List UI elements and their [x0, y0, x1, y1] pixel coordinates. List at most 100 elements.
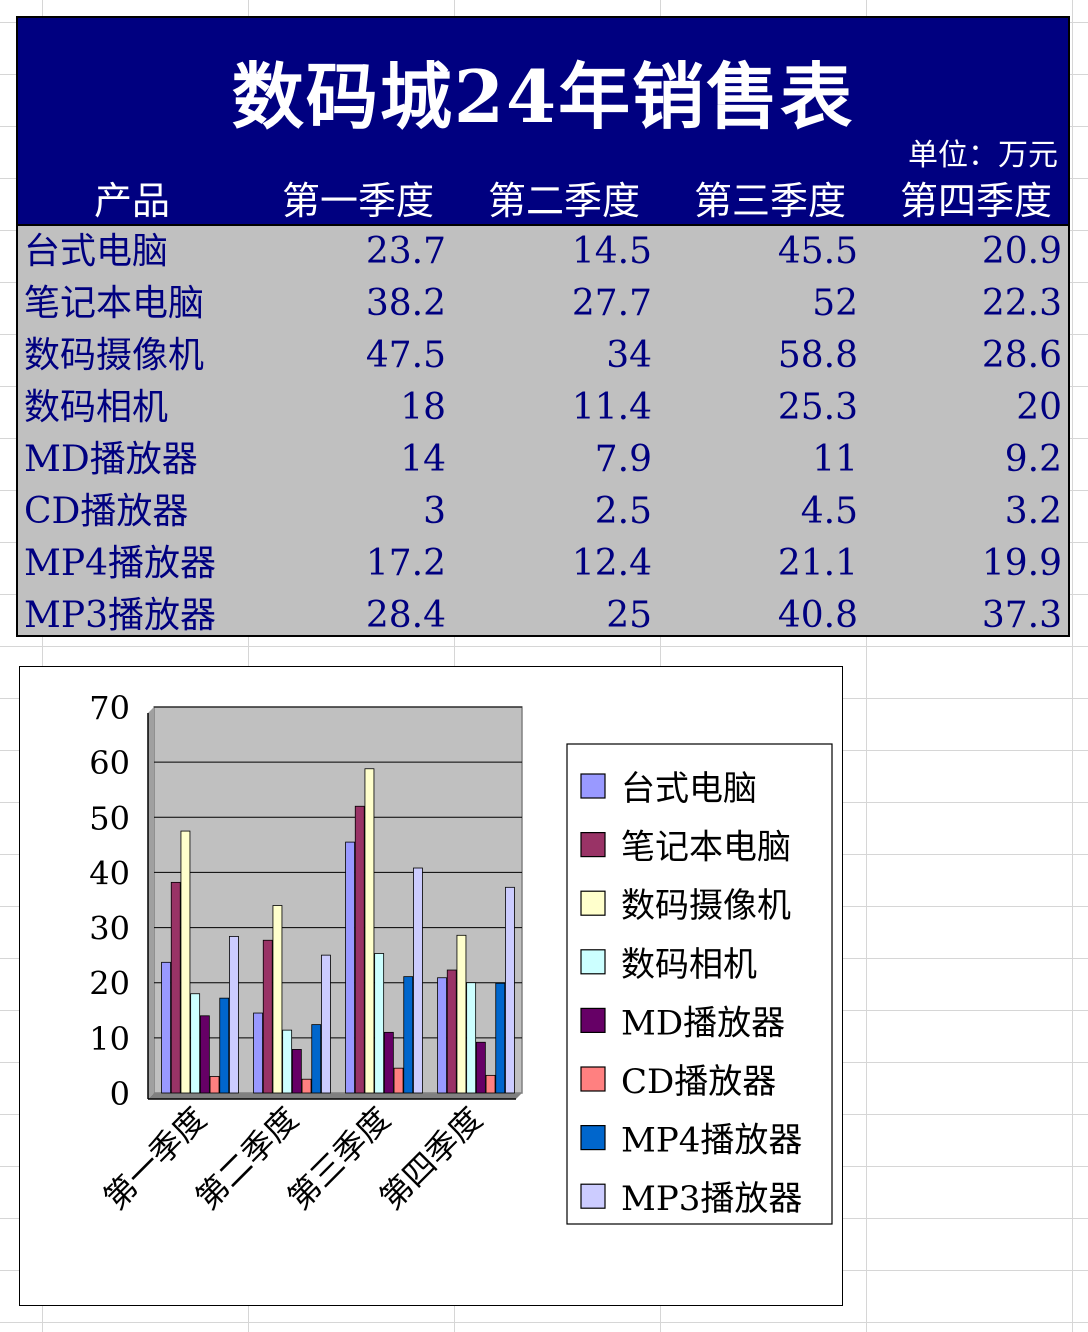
value-cell[interactable]: 25.3	[777, 387, 858, 428]
legend-label: 台式电脑	[621, 769, 757, 809]
value-cell[interactable]: 20.9	[981, 231, 1062, 272]
product-cell[interactable]: 台式电脑	[24, 231, 169, 272]
y-tick-label: 50	[89, 799, 130, 837]
value-cell[interactable]: 34	[606, 335, 652, 376]
table-row: MD播放器 14 7.9 11 9.2	[18, 434, 1068, 486]
product-cell[interactable]: 数码摄像机	[24, 335, 205, 376]
value-cell[interactable]: 9.2	[1004, 439, 1062, 480]
product-cell[interactable]: MP4播放器	[24, 543, 216, 584]
legend-label: MD播放器	[621, 1003, 785, 1043]
value-cell[interactable]: 19.9	[981, 543, 1062, 584]
value-cell[interactable]: 17.2	[365, 543, 446, 584]
sales-table: 数码城24年销售表 单位：万元 产品 第一季度 第二季度 第三季度 第四季度 台…	[16, 16, 1070, 637]
y-tick-label: 0	[110, 1075, 130, 1113]
bar	[291, 1049, 302, 1094]
value-cell[interactable]: 7.9	[594, 439, 652, 480]
value-cell[interactable]: 21.1	[777, 543, 858, 584]
y-tick-label: 20	[89, 965, 130, 1003]
value-cell[interactable]: 45.5	[777, 231, 858, 272]
value-cell[interactable]: 37.3	[981, 595, 1062, 636]
value-cell[interactable]: 38.2	[365, 283, 446, 324]
value-cell[interactable]: 23.7	[365, 231, 446, 272]
table-row: MP4播放器 17.2 12.4 21.1 19.9	[18, 538, 1068, 590]
value-cell[interactable]: 3.2	[1004, 491, 1062, 532]
y-tick-label: 40	[89, 854, 130, 892]
table-row: 数码摄像机 47.5 34 58.8 28.6	[18, 330, 1068, 382]
value-cell[interactable]: 22.3	[981, 283, 1062, 324]
header-q1[interactable]: 第一季度	[282, 179, 435, 223]
y-tick-label: 10	[89, 1020, 130, 1058]
value-cell[interactable]: 12.4	[571, 543, 652, 584]
legend-label: 数码相机	[621, 945, 757, 985]
table-header: 数码城24年销售表 单位：万元 产品 第一季度 第二季度 第三季度 第四季度	[18, 18, 1068, 224]
bar	[190, 993, 201, 1094]
legend-swatch	[580, 832, 606, 858]
table-row: 数码相机 18 11.4 25.3 20	[18, 382, 1068, 434]
x-tick-label: 第二季度	[188, 1100, 305, 1217]
bar	[219, 997, 230, 1094]
value-cell[interactable]: 28.4	[365, 595, 446, 636]
bar	[282, 1029, 293, 1094]
value-cell[interactable]: 14	[400, 439, 446, 480]
bar	[446, 969, 457, 1094]
value-cell[interactable]: 47.5	[365, 335, 446, 376]
bar	[485, 1074, 496, 1094]
value-cell[interactable]: 20	[1016, 387, 1062, 428]
value-cell[interactable]: 2.5	[594, 491, 652, 532]
value-cell[interactable]: 40.8	[777, 595, 858, 636]
product-cell[interactable]: 数码相机	[24, 387, 169, 428]
bar	[253, 1012, 263, 1094]
product-cell[interactable]: MD播放器	[24, 439, 198, 480]
legend-swatch	[580, 773, 606, 799]
value-cell[interactable]: 52	[812, 283, 858, 324]
value-cell[interactable]: 3	[423, 491, 446, 532]
product-cell[interactable]: MP3播放器	[24, 595, 216, 636]
bar	[170, 881, 181, 1094]
value-cell[interactable]: 11.4	[571, 387, 652, 428]
bar	[393, 1067, 404, 1094]
bar	[456, 934, 467, 1094]
product-cell[interactable]: CD播放器	[24, 491, 189, 532]
plot-floor	[148, 1093, 522, 1099]
chart-area[interactable]: 0 10 20 30 40 50 60 70 第一季度 第二季度 第三季度 第四季度 台式电脑 笔记本…	[19, 666, 843, 1306]
value-cell[interactable]: 14.5	[571, 231, 652, 272]
x-tick-label: 第一季度	[96, 1100, 213, 1217]
legend-label: 数码摄像机	[621, 886, 791, 926]
x-tick-label: 第三季度	[280, 1100, 397, 1217]
table-title[interactable]: 数码城24年销售表	[231, 54, 855, 139]
bar	[199, 1015, 210, 1094]
unit-label[interactable]: 单位：万元	[908, 138, 1058, 173]
y-axis: 0 10 20 30 40 50 60 70	[89, 689, 149, 1113]
header-q4[interactable]: 第四季度	[900, 179, 1053, 223]
header-q2[interactable]: 第二季度	[488, 179, 641, 223]
header-product[interactable]: 产品	[94, 179, 171, 223]
value-cell[interactable]: 25	[606, 595, 652, 636]
legend-swatch	[580, 1066, 606, 1092]
value-cell[interactable]: 58.8	[777, 335, 858, 376]
bar	[475, 1041, 486, 1094]
bar	[311, 1024, 322, 1094]
legend-label: CD播放器	[621, 1062, 776, 1102]
legend-swatch	[580, 1007, 606, 1033]
value-cell[interactable]: 28.6	[981, 335, 1062, 376]
bar	[229, 935, 239, 1094]
product-cell[interactable]: 笔记本电脑	[24, 283, 205, 324]
value-cell[interactable]: 11	[812, 439, 858, 480]
bar	[383, 1031, 394, 1094]
y-tick-label: 70	[89, 689, 130, 727]
bar	[321, 954, 331, 1094]
value-cell[interactable]: 27.7	[571, 283, 652, 324]
value-cell[interactable]: 4.5	[800, 491, 858, 532]
table-body: 台式电脑 23.7 14.5 45.5 20.9 笔记本电脑 38.2 27.7 52 22.3 数…	[18, 224, 1068, 639]
bar	[272, 905, 283, 1094]
bar	[301, 1078, 312, 1094]
header-q3[interactable]: 第三季度	[694, 179, 847, 223]
table-row: 笔记本电脑 38.2 27.7 52 22.3	[18, 278, 1068, 330]
bar	[466, 982, 477, 1094]
value-cell[interactable]: 18	[400, 387, 446, 428]
legend-swatch	[580, 890, 606, 916]
table-row: MP3播放器 28.4 25 40.8 37.3	[18, 590, 1068, 642]
bar	[495, 982, 506, 1094]
